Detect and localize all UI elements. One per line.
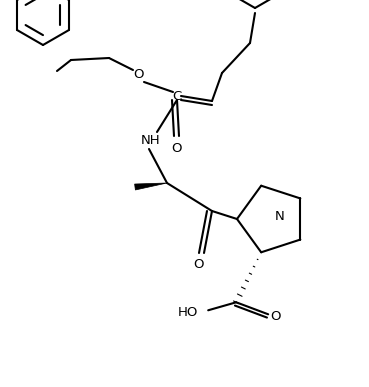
Text: HO: HO	[178, 306, 198, 319]
Text: O: O	[133, 67, 143, 80]
Text: O: O	[171, 142, 181, 156]
Text: O: O	[270, 310, 280, 323]
Text: N: N	[275, 211, 285, 224]
Text: O: O	[194, 259, 204, 272]
Text: C: C	[172, 89, 182, 103]
Polygon shape	[135, 183, 167, 190]
Text: NH: NH	[141, 134, 161, 147]
